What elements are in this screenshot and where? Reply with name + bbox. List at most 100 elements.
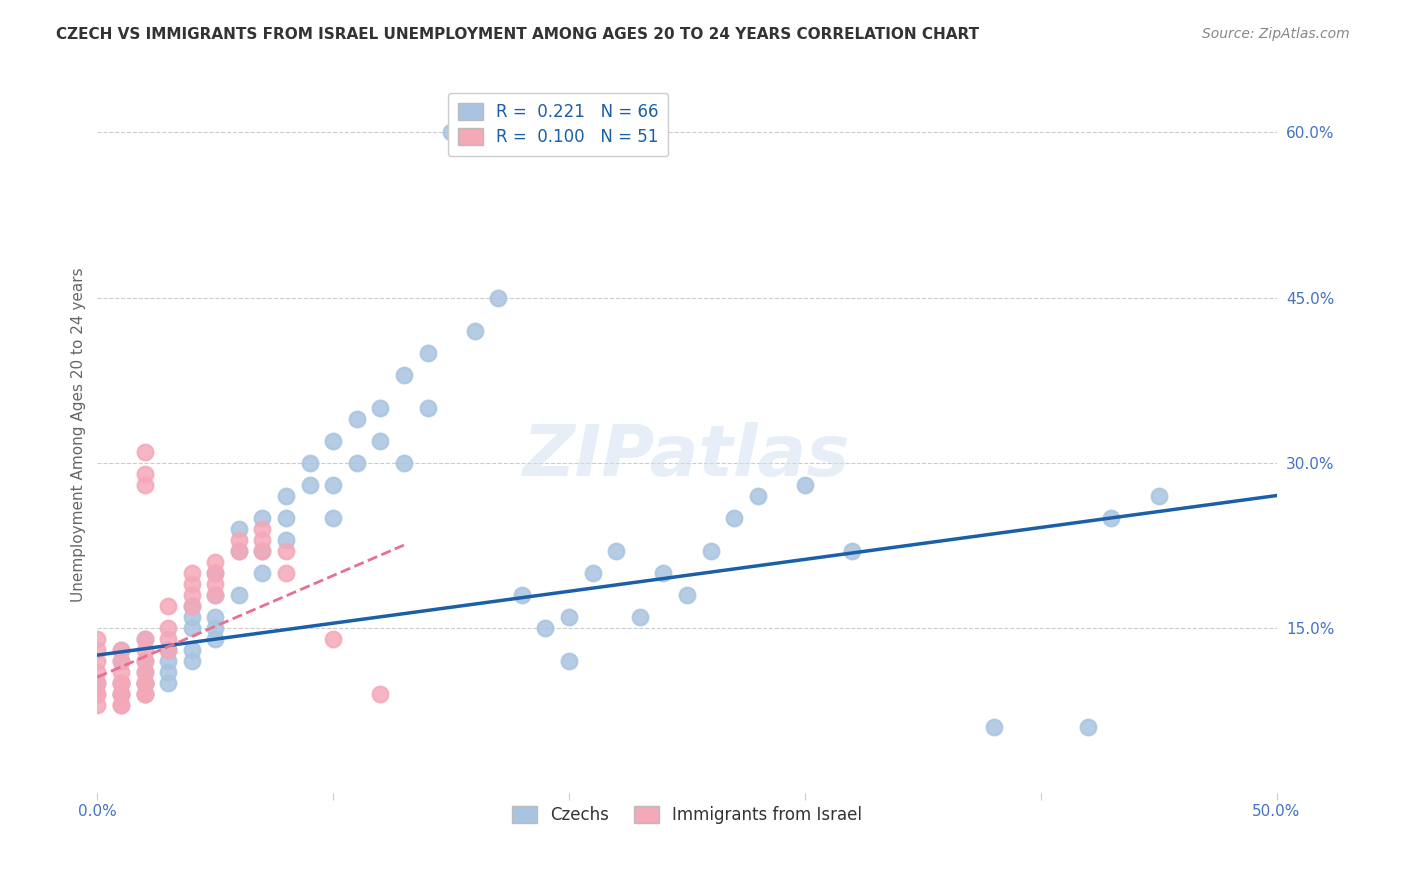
- Point: [440, 125, 463, 139]
- Point: [110, 642, 132, 657]
- Point: [346, 456, 368, 470]
- Point: [110, 675, 132, 690]
- Point: [86, 654, 108, 668]
- Point: [110, 687, 132, 701]
- Point: [204, 576, 226, 591]
- Point: [747, 489, 769, 503]
- Point: [370, 401, 392, 415]
- Point: [252, 522, 274, 536]
- Point: [157, 599, 180, 613]
- Point: [228, 522, 250, 536]
- Point: [86, 687, 108, 701]
- Point: [274, 543, 297, 558]
- Point: [157, 621, 180, 635]
- Point: [157, 675, 180, 690]
- Point: [134, 675, 156, 690]
- Point: [110, 654, 132, 668]
- Point: [157, 642, 180, 657]
- Point: [416, 401, 439, 415]
- Point: [204, 588, 226, 602]
- Point: [676, 588, 699, 602]
- Point: [534, 621, 557, 635]
- Point: [464, 324, 486, 338]
- Point: [322, 510, 344, 524]
- Point: [228, 533, 250, 547]
- Point: [204, 588, 226, 602]
- Point: [252, 533, 274, 547]
- Point: [86, 698, 108, 712]
- Point: [392, 368, 415, 382]
- Point: [134, 687, 156, 701]
- Point: [370, 434, 392, 448]
- Point: [86, 642, 108, 657]
- Point: [180, 576, 202, 591]
- Point: [157, 642, 180, 657]
- Point: [983, 720, 1005, 734]
- Point: [1077, 720, 1099, 734]
- Point: [204, 621, 226, 635]
- Point: [110, 654, 132, 668]
- Point: [86, 665, 108, 679]
- Point: [134, 467, 156, 481]
- Point: [252, 543, 274, 558]
- Point: [322, 632, 344, 646]
- Point: [180, 566, 202, 580]
- Point: [180, 609, 202, 624]
- Point: [110, 665, 132, 679]
- Point: [558, 654, 581, 668]
- Point: [134, 642, 156, 657]
- Point: [110, 675, 132, 690]
- Point: [841, 543, 863, 558]
- Point: [723, 510, 745, 524]
- Point: [157, 665, 180, 679]
- Point: [346, 411, 368, 425]
- Point: [252, 566, 274, 580]
- Text: CZECH VS IMMIGRANTS FROM ISRAEL UNEMPLOYMENT AMONG AGES 20 TO 24 YEARS CORRELATI: CZECH VS IMMIGRANTS FROM ISRAEL UNEMPLOY…: [56, 27, 980, 42]
- Point: [110, 698, 132, 712]
- Point: [228, 543, 250, 558]
- Point: [134, 675, 156, 690]
- Point: [110, 698, 132, 712]
- Point: [134, 675, 156, 690]
- Point: [322, 434, 344, 448]
- Point: [228, 543, 250, 558]
- Point: [370, 687, 392, 701]
- Point: [652, 566, 675, 580]
- Point: [180, 654, 202, 668]
- Point: [322, 477, 344, 491]
- Point: [180, 588, 202, 602]
- Point: [86, 632, 108, 646]
- Point: [699, 543, 721, 558]
- Point: [204, 566, 226, 580]
- Point: [274, 489, 297, 503]
- Point: [274, 510, 297, 524]
- Point: [793, 477, 815, 491]
- Point: [298, 456, 321, 470]
- Point: [581, 566, 603, 580]
- Point: [510, 588, 533, 602]
- Point: [252, 510, 274, 524]
- Point: [605, 543, 627, 558]
- Point: [180, 599, 202, 613]
- Point: [252, 543, 274, 558]
- Point: [180, 642, 202, 657]
- Text: Source: ZipAtlas.com: Source: ZipAtlas.com: [1202, 27, 1350, 41]
- Point: [558, 609, 581, 624]
- Point: [274, 566, 297, 580]
- Point: [134, 665, 156, 679]
- Text: ZIPatlas: ZIPatlas: [523, 422, 851, 491]
- Point: [134, 654, 156, 668]
- Point: [86, 675, 108, 690]
- Point: [204, 609, 226, 624]
- Point: [110, 675, 132, 690]
- Point: [110, 687, 132, 701]
- Point: [134, 654, 156, 668]
- Point: [204, 632, 226, 646]
- Point: [416, 345, 439, 359]
- Point: [204, 555, 226, 569]
- Point: [1147, 489, 1170, 503]
- Point: [157, 654, 180, 668]
- Point: [86, 675, 108, 690]
- Point: [228, 588, 250, 602]
- Point: [204, 566, 226, 580]
